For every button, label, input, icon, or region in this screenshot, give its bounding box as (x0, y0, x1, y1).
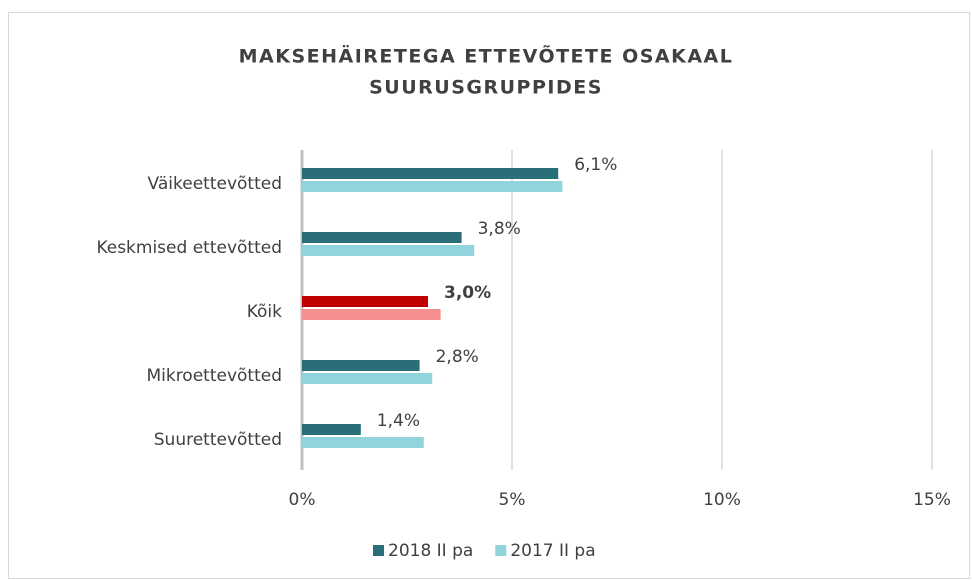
y-tick-label: Mikroettevõtted (146, 366, 282, 386)
bar (302, 373, 433, 384)
x-tick-label: 0% (289, 490, 316, 510)
legend-label: 2018 II pa (388, 541, 473, 561)
bar (302, 245, 475, 256)
legend-label: 2017 II pa (510, 541, 595, 561)
y-tick-label: Keskmised ettevõtted (96, 238, 282, 258)
chart-title: SUURUSGRUPPIDES (369, 77, 603, 99)
bar (302, 168, 559, 179)
legend-swatch (373, 545, 384, 556)
y-tick-label: Kõik (247, 302, 282, 322)
chart-frame (8, 12, 970, 579)
y-tick-label: Väikeettevõtted (148, 174, 282, 194)
bar (302, 424, 361, 435)
bar (302, 232, 462, 243)
bar (302, 296, 428, 307)
legend-swatch (495, 545, 507, 556)
bar (302, 360, 420, 371)
y-tick-label: Suurettevõtted (154, 430, 282, 450)
x-tick-label: 5% (499, 490, 526, 510)
value-label: 2,8% (436, 347, 479, 367)
bar (302, 309, 441, 320)
x-tick-label: 10% (703, 490, 741, 510)
x-tick-label: 15% (913, 490, 951, 510)
bar (302, 437, 424, 448)
bar (302, 181, 563, 192)
value-label: 3,8% (478, 219, 521, 239)
chart-title: MAKSEHÄIRETEGA ETTEVÕTETE OSAKAAL (239, 44, 734, 68)
value-label: 6,1% (574, 155, 617, 175)
value-label: 1,4% (377, 411, 420, 431)
value-label: 3,0% (444, 283, 491, 303)
